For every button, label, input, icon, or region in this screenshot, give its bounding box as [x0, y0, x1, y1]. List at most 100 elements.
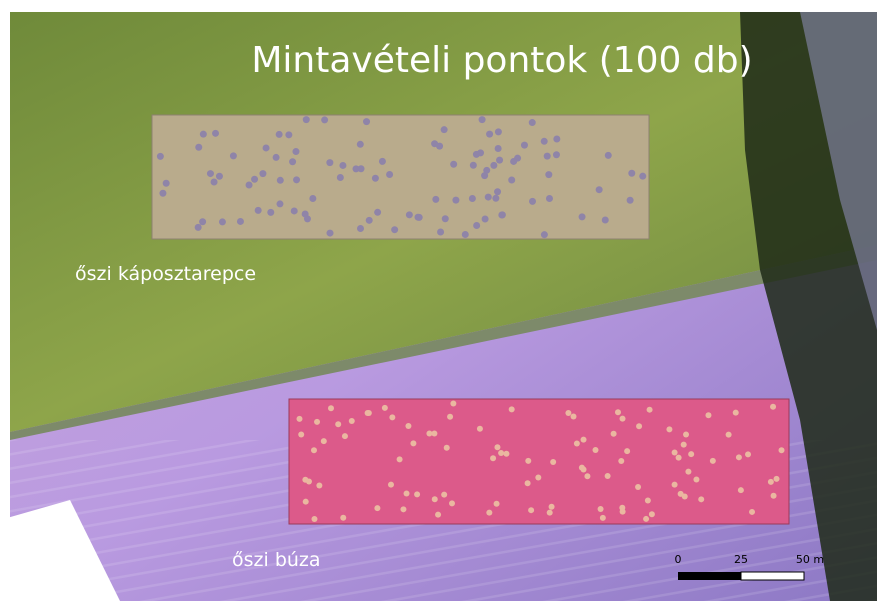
sample-point [768, 479, 774, 485]
sample-point [774, 476, 780, 482]
sample-point [525, 458, 531, 464]
sample-point [525, 480, 531, 486]
sample-point [611, 431, 617, 437]
sample-point [490, 162, 497, 169]
sample-point [528, 507, 534, 513]
sample-point [326, 159, 333, 166]
sample-point [649, 511, 655, 517]
sample-point [386, 171, 393, 178]
sample-point [431, 140, 438, 147]
sample-point [618, 458, 624, 464]
sample-point [579, 213, 586, 220]
sample-point [486, 131, 493, 138]
sample-point [710, 458, 716, 464]
sample-point [779, 447, 785, 453]
sample-point [736, 454, 742, 460]
sample-point [688, 451, 694, 457]
sample-point [469, 195, 476, 202]
sample-point [495, 128, 502, 135]
sample-point [672, 482, 678, 488]
sample-point [541, 231, 548, 238]
sample-point [745, 451, 751, 457]
sample-point [435, 512, 441, 518]
sample-point [414, 491, 420, 497]
sample-point [292, 148, 299, 155]
sample-point [357, 225, 364, 232]
sample-point [627, 197, 634, 204]
sample-point [643, 516, 649, 522]
sample-point [200, 131, 207, 138]
sample-point [426, 431, 432, 437]
sample-point [372, 175, 379, 182]
sample-point [452, 197, 459, 204]
sample-point [246, 181, 253, 188]
sample-point [432, 496, 438, 502]
sample-point [437, 228, 444, 235]
sample-point [581, 437, 587, 443]
sample-point [596, 186, 603, 193]
sample-point [470, 162, 477, 169]
sample-point [306, 479, 312, 485]
sample-point [605, 152, 612, 159]
sample-point [366, 217, 373, 224]
sample-point [581, 467, 587, 473]
sample-point [547, 510, 553, 516]
sample-point [494, 188, 501, 195]
scale-segment [678, 572, 741, 580]
sample-point [598, 506, 604, 512]
sample-point [571, 413, 577, 419]
sample-point [749, 509, 755, 515]
scale-segment [741, 572, 804, 580]
sample-point [705, 412, 711, 418]
sample-point [157, 153, 164, 160]
sample-point [479, 116, 486, 123]
sample-point [499, 211, 506, 218]
sample-point [485, 194, 492, 201]
sample-point [374, 209, 381, 216]
sample-point [432, 196, 439, 203]
sample-point [374, 505, 380, 511]
sample-point [738, 487, 744, 493]
scale-label: 0 [675, 553, 682, 566]
sample-point [492, 195, 499, 202]
sample-point [212, 130, 219, 137]
sample-point [388, 482, 394, 488]
sample-point [302, 210, 309, 217]
sample-point [550, 459, 556, 465]
sample-point [447, 414, 453, 420]
sample-point [211, 179, 218, 186]
sample-point [553, 136, 560, 143]
sample-point [416, 214, 423, 221]
sample-point [636, 423, 642, 429]
sample-point [291, 207, 298, 214]
sample-point [628, 170, 635, 177]
sample-point [159, 190, 166, 197]
sample-point [624, 448, 630, 454]
sample-point [309, 195, 316, 202]
sample-point [296, 416, 302, 422]
sample-point [321, 438, 327, 444]
sample-point [337, 174, 344, 181]
sample-point [509, 406, 515, 412]
sample-point [529, 119, 536, 126]
sample-point [486, 510, 492, 516]
sample-point [357, 141, 364, 148]
sample-point [498, 450, 504, 456]
sample-point [321, 116, 328, 123]
sample-point [698, 496, 704, 502]
sample-point [477, 426, 483, 432]
scale-label: 50 m [796, 553, 824, 566]
scale-label: 25 [734, 553, 748, 566]
sample-point [681, 442, 687, 448]
sample-point [406, 211, 413, 218]
field-label: őszi káposztarepce [75, 263, 256, 285]
sample-point [277, 177, 284, 184]
sample-point [207, 170, 214, 177]
sample-point [666, 426, 672, 432]
sample-point [219, 218, 226, 225]
sample-point [237, 218, 244, 225]
sample-point [442, 215, 449, 222]
sample-point [584, 473, 590, 479]
sample-point [298, 432, 304, 438]
sample-point [311, 516, 317, 522]
